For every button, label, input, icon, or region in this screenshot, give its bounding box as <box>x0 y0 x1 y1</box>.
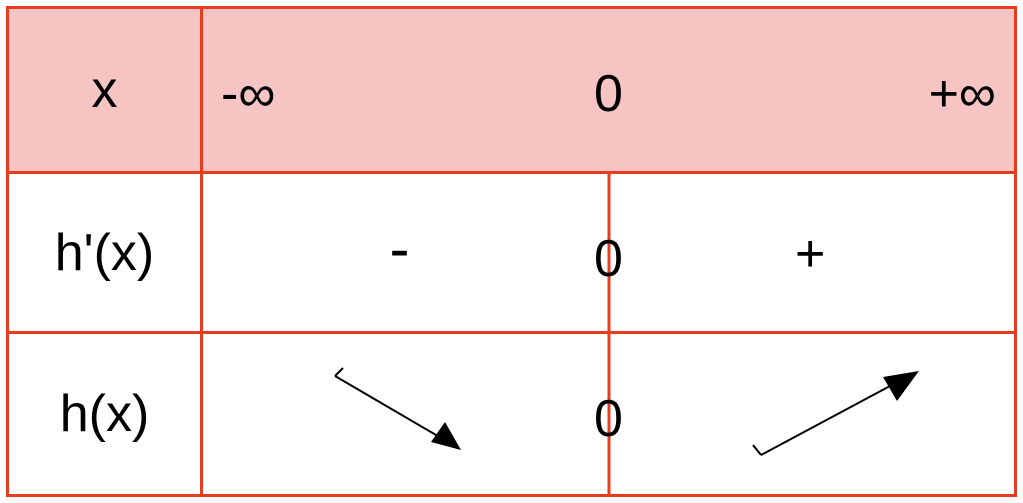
row-hprime-label-cell: h'(x) <box>9 174 203 334</box>
row-h-label: h(x) <box>60 384 150 444</box>
hprime-left-sign: - <box>390 214 410 283</box>
x-left-limit: -∞ <box>221 64 275 124</box>
hprime-right-sign: + <box>795 224 825 284</box>
row-x-values-cell: -∞ 0 +∞ <box>203 9 1014 174</box>
hprime-at-critical: 0 <box>594 229 623 289</box>
h-at-critical: 0 <box>594 389 623 449</box>
x-right-limit: +∞ <box>929 64 996 124</box>
table-grid: x -∞ 0 +∞ h'(x) - 0 + h(x) <box>6 6 1017 497</box>
row-h-values-cell: 0 <box>203 334 1014 494</box>
arrow-decreasing-icon <box>313 364 483 464</box>
x-critical: 0 <box>594 64 623 124</box>
row-hprime-values-cell: - 0 + <box>203 174 1014 334</box>
row-hprime-label: h'(x) <box>55 223 154 283</box>
row-h-label-cell: h(x) <box>9 334 203 494</box>
arrow-increasing-icon <box>743 359 943 469</box>
row-x-label-cell: x <box>9 9 203 174</box>
row-x-label: x <box>92 60 118 120</box>
variation-table: x -∞ 0 +∞ h'(x) - 0 + h(x) <box>0 0 1023 503</box>
